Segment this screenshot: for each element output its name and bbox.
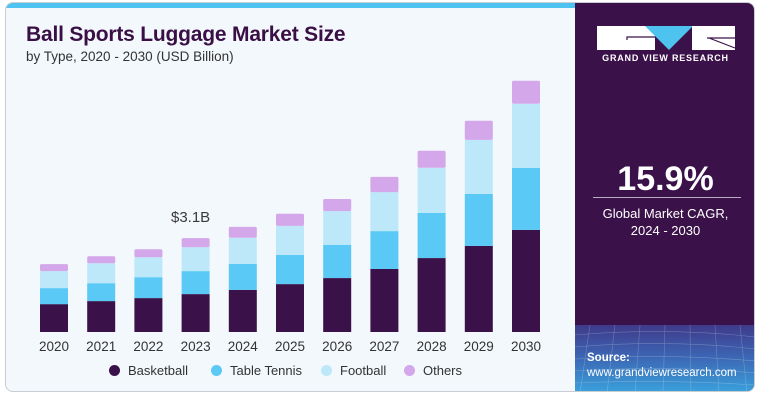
bar-segment-football-2025	[276, 225, 304, 255]
bar-segment-basketball-2025	[276, 284, 304, 332]
bar-segment-table-tennis-2023	[181, 271, 210, 295]
annotations-group: $3.1B	[171, 209, 210, 226]
bar-segment-basketball-2030	[512, 229, 540, 332]
x-tick-label: 2022	[133, 339, 163, 354]
legend-dot-basketball	[109, 365, 120, 376]
data-label-annotation: $3.1B	[171, 209, 210, 226]
x-tick-label: 2024	[228, 339, 259, 354]
bar-segment-football-2022	[134, 257, 163, 278]
bar-segment-basketball-2029	[464, 245, 493, 332]
bar-segment-others-2022	[134, 249, 163, 258]
bar-segment-others-2030	[512, 80, 540, 104]
bar-segment-others-2020	[40, 264, 68, 272]
bar-segment-football-2030	[512, 103, 540, 168]
bar-segment-table-tennis-2029	[464, 193, 493, 246]
brand-name: GRAND VIEW RESEARCH	[602, 53, 729, 63]
bar-segment-table-tennis-2027	[370, 231, 399, 269]
x-tick-label: 2028	[417, 339, 447, 354]
legend-item-basketball: Basketball	[109, 363, 188, 378]
legend-item-table-tennis: Table Tennis	[211, 363, 302, 378]
bars-group	[40, 80, 540, 332]
bar-segment-football-2024	[228, 237, 257, 264]
bar-segment-others-2025	[276, 213, 304, 226]
bar-segment-table-tennis-2021	[87, 283, 116, 302]
cagr-label-line2: 2024 - 2030	[630, 223, 701, 238]
source-box: Source: www.grandviewresearch.com	[575, 325, 754, 391]
bar-segment-others-2026	[323, 199, 352, 212]
bar-segment-football-2028	[417, 167, 446, 213]
cagr-value: 15.9%	[617, 160, 714, 198]
x-tick-label: 2021	[86, 339, 116, 354]
bar-segment-table-tennis-2028	[417, 212, 446, 258]
bar-segment-table-tennis-2025	[276, 255, 304, 285]
stacked-bar-chart: 2020 2021 2022 2023 2024 2025 2026 2027 2028 2029…	[39, 80, 541, 354]
x-tick-label: 2023	[181, 339, 211, 354]
bar-segment-others-2028	[417, 150, 446, 168]
grid-background-pattern	[575, 325, 754, 391]
tick-labels-group: 2020 2021 2022 2023 2024 2025 2026 2027 2028 2029…	[39, 339, 541, 354]
legend-dot-others	[404, 365, 415, 376]
bar-segment-football-2026	[323, 211, 352, 245]
chart-subtitle: by Type, 2020 - 2030 (USD Billion)	[26, 49, 234, 64]
bar-segment-basketball-2028	[417, 258, 446, 332]
bar-segment-table-tennis-2026	[323, 245, 352, 278]
source-label: Source:	[587, 352, 630, 364]
accent-strip	[6, 3, 576, 8]
grand-view-research-logo-icon	[597, 26, 736, 50]
sidebar-panel: GRAND VIEW RESEARCH 15.9% Global Market …	[575, 3, 754, 391]
bar-segment-table-tennis-2024	[228, 263, 257, 290]
bar-segment-basketball-2027	[370, 269, 399, 332]
bar-segment-table-tennis-2020	[40, 288, 68, 305]
legend-label: Others	[423, 363, 463, 378]
bar-segment-others-2021	[87, 256, 116, 264]
bar-segment-others-2023	[181, 238, 210, 248]
bar-segment-others-2029	[464, 120, 493, 140]
x-tick-label: 2025	[275, 339, 305, 354]
bar-segment-others-2024	[228, 226, 257, 238]
bar-segment-football-2020	[40, 271, 68, 289]
bar-segment-basketball-2020	[40, 304, 68, 332]
x-tick-label: 2026	[322, 339, 352, 354]
chart-card: Ball Sports Luggage Market Size by Type,…	[5, 2, 755, 392]
x-tick-label: 2030	[511, 339, 541, 354]
x-tick-label: 2027	[369, 339, 399, 354]
cagr-label: Global Market CAGR, 2024 - 2030	[575, 205, 754, 239]
bar-segment-football-2023	[181, 247, 210, 272]
legend: Basketball Table Tennis Football Others	[6, 363, 576, 383]
cagr-label-line1: Global Market CAGR,	[602, 206, 729, 221]
x-tick-label: 2029	[464, 339, 494, 354]
bar-segment-basketball-2024	[228, 289, 257, 332]
source-url[interactable]: www.grandviewresearch.com	[587, 367, 737, 379]
legend-item-football: Football	[321, 363, 386, 378]
legend-label: Football	[340, 363, 387, 378]
bar-segment-football-2027	[370, 192, 399, 232]
chart-title: Ball Sports Luggage Market Size	[26, 23, 346, 46]
legend-label: Basketball	[128, 363, 188, 378]
bar-segment-others-2027	[370, 176, 399, 193]
divider	[593, 197, 741, 198]
bar-segment-table-tennis-2022	[134, 277, 163, 299]
bar-segment-basketball-2022	[134, 298, 163, 332]
bar-segment-table-tennis-2030	[512, 167, 540, 230]
x-tick-label: 2020	[39, 339, 69, 354]
legend-dot-table-tennis	[211, 365, 222, 376]
legend-item-others: Others	[404, 363, 462, 378]
bar-segment-football-2021	[87, 263, 116, 284]
legend-label: Table Tennis	[230, 363, 303, 378]
bar-segment-basketball-2021	[87, 301, 116, 332]
legend-dot-football	[321, 365, 332, 376]
bar-segment-football-2029	[464, 139, 493, 194]
bar-segment-basketball-2026	[323, 278, 352, 332]
bar-segment-basketball-2023	[181, 294, 210, 332]
